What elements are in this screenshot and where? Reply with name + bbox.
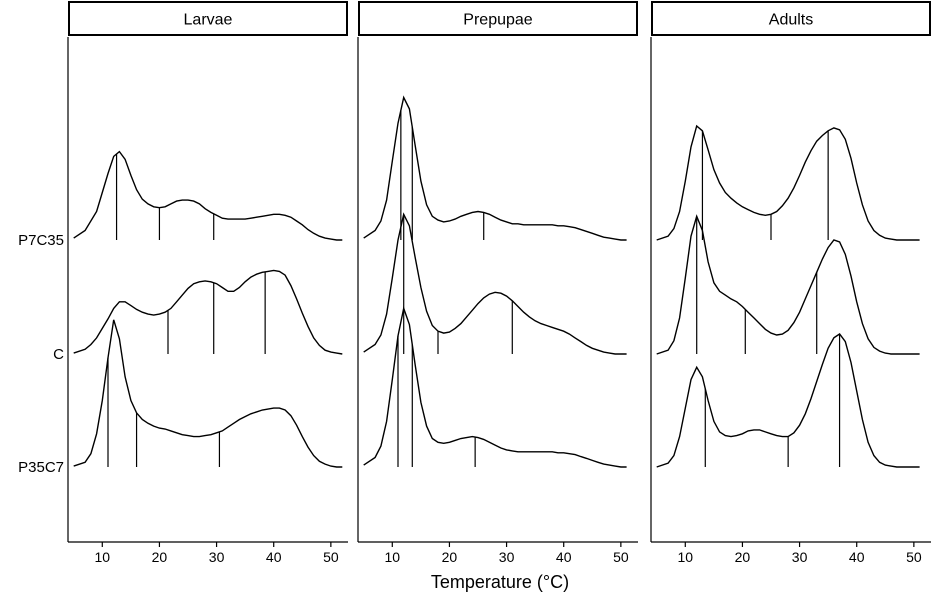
x-tick-label: 40 bbox=[849, 549, 865, 565]
x-tick-label: 30 bbox=[792, 549, 808, 565]
x-axis-title: Temperature (°C) bbox=[431, 572, 569, 592]
x-tick-label: 30 bbox=[499, 549, 515, 565]
strip-label: Larvae bbox=[184, 12, 233, 29]
y-category-label: C bbox=[53, 346, 64, 363]
density-line-c bbox=[656, 214, 920, 355]
x-tick-label: 40 bbox=[556, 549, 572, 565]
strip-header bbox=[358, 1, 638, 36]
x-tick-label: 50 bbox=[906, 549, 922, 565]
strip-label: Adults bbox=[769, 12, 813, 29]
panel-larvae: Larvae 10 20 30 40 50 bbox=[67, 1, 348, 565]
x-tick-label: 20 bbox=[442, 549, 458, 565]
panel-adults: Adults 10 20 30 40 50 bbox=[650, 1, 931, 565]
x-tick-label: 10 bbox=[94, 549, 110, 565]
panel-prepupae: Prepupae 10 20 30 40 50 bbox=[357, 1, 638, 565]
x-tick-label: 10 bbox=[384, 549, 400, 565]
x-tick-label: 50 bbox=[613, 549, 629, 565]
strip-header bbox=[651, 1, 931, 36]
strip-label: Prepupae bbox=[463, 12, 532, 29]
x-tick-label: 40 bbox=[266, 549, 282, 565]
density-line-p7c35 bbox=[656, 124, 920, 241]
x-tick-label: 30 bbox=[209, 549, 225, 565]
density-line-c bbox=[363, 212, 627, 355]
y-category-label: P35C7 bbox=[18, 459, 64, 476]
strip-header bbox=[68, 1, 348, 36]
density-line-c bbox=[73, 269, 343, 355]
x-tick-label: 50 bbox=[323, 549, 339, 565]
x-tick-label: 20 bbox=[152, 549, 168, 565]
x-tick-label: 10 bbox=[677, 549, 693, 565]
x-tick-label: 20 bbox=[735, 549, 751, 565]
density-line-p35c7 bbox=[73, 319, 343, 468]
density-line-p7c35 bbox=[73, 150, 343, 241]
y-category-label: P7C35 bbox=[18, 232, 64, 249]
